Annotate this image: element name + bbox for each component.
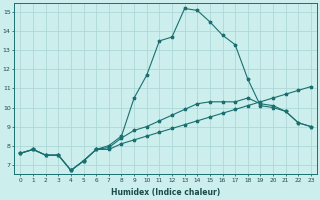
X-axis label: Humidex (Indice chaleur): Humidex (Indice chaleur) [111, 188, 220, 197]
